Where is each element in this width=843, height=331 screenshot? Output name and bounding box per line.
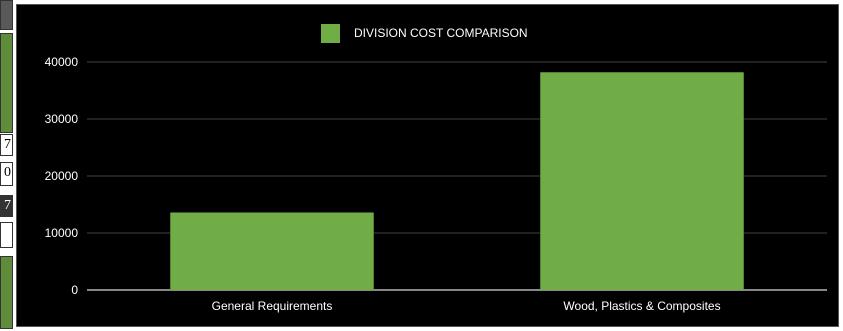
y-tick-label: 20000 (45, 169, 79, 183)
sheet-value-cell[interactable]: 7 (0, 134, 13, 156)
legend-label: DIVISION COST COMPARISON (354, 26, 528, 40)
legend-swatch (321, 24, 340, 43)
y-tick-label: 40000 (45, 55, 79, 69)
chart-area[interactable]: DIVISION COST COMPARISON 0 10000 20000 3000… (16, 4, 839, 327)
bar[interactable] (540, 72, 744, 290)
sheet-green-cell (0, 33, 13, 133)
bar[interactable] (170, 212, 374, 290)
sheet-green-cell (0, 256, 13, 329)
y-tick-label: 30000 (45, 112, 79, 126)
sheet-value-cell[interactable]: 0 (0, 162, 13, 186)
y-tick-label: 0 (71, 283, 78, 297)
y-tick-label: 10000 (45, 226, 79, 240)
sheet-header-cell (0, 0, 13, 30)
spreadsheet-edge: 7 0 7 (0, 0, 16, 329)
x-tick-label: General Requirements (212, 299, 333, 313)
sheet-empty-cell[interactable] (0, 222, 13, 248)
y-axis-ticks: 0 10000 20000 30000 40000 (45, 55, 79, 297)
x-axis-labels: General Requirements Wood, Plastics & Com… (212, 299, 721, 313)
sheet-value-cell[interactable]: 7 (0, 195, 13, 217)
bar-chart: DIVISION COST COMPARISON 0 10000 20000 3000… (45, 24, 827, 313)
legend: DIVISION COST COMPARISON (321, 24, 528, 43)
bars (170, 72, 744, 290)
x-tick-label: Wood, Plastics & Composites (563, 299, 720, 313)
